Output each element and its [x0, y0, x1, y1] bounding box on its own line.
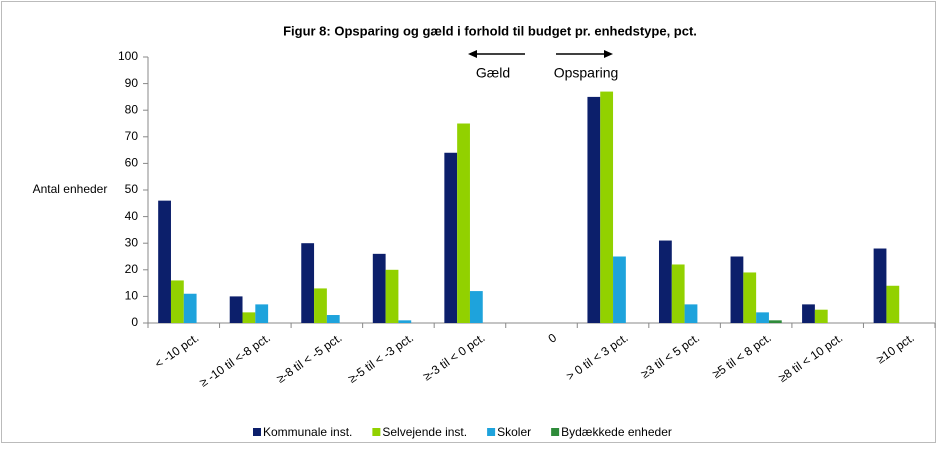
y-tick-label: 40 [125, 209, 139, 223]
y-axis-label: Antal enheder [33, 182, 108, 196]
legend-swatch [253, 428, 261, 436]
bar [170, 280, 184, 323]
bar [457, 123, 470, 323]
chart-title: Figur 8: Opsparing og gæld i forhold til… [283, 23, 697, 38]
bar [444, 152, 458, 323]
bar [768, 320, 782, 323]
legend-swatch [372, 428, 381, 436]
annotation: Gæld [476, 65, 510, 81]
bar [743, 272, 757, 323]
bar [814, 309, 828, 323]
bar [600, 91, 614, 323]
bar [684, 304, 698, 323]
legend-swatch [487, 428, 496, 436]
y-tick-label: 30 [125, 235, 139, 249]
bar [873, 248, 887, 323]
bar [398, 320, 412, 323]
y-tick-label: 80 [125, 102, 139, 116]
bar [469, 291, 483, 323]
arrow-head [468, 50, 477, 58]
bar [301, 243, 315, 323]
legend-label: Skoler [497, 425, 531, 439]
y-tick-label: 10 [125, 289, 139, 303]
bar [886, 285, 900, 323]
bar [229, 296, 243, 323]
y-tick-label: 60 [125, 156, 139, 170]
y-tick-label: 0 [131, 315, 138, 329]
bar [587, 96, 601, 324]
bar [183, 293, 197, 323]
bar [326, 315, 340, 323]
bar [158, 200, 171, 323]
annotation: Opsparing [554, 65, 619, 81]
y-tick-label: 20 [125, 262, 139, 276]
y-tick-label: 70 [125, 129, 139, 143]
y-tick-label: 100 [118, 49, 138, 63]
bar [385, 269, 399, 323]
bar [613, 256, 626, 323]
legend-label: Kommunale inst. [263, 425, 352, 439]
legend-label: Selvejende inst. [382, 425, 467, 439]
bar [255, 304, 269, 323]
bar [658, 240, 672, 323]
bar [671, 264, 685, 323]
bar [730, 256, 744, 323]
legend-swatch [551, 428, 560, 436]
y-tick-label: 90 [125, 76, 139, 90]
bar [242, 312, 256, 323]
legend-label: Bydækkede enheder [561, 425, 672, 439]
bar [372, 253, 386, 323]
bar [756, 312, 769, 323]
y-tick-label: 50 [125, 182, 139, 196]
bar [314, 288, 327, 323]
bar [802, 304, 815, 323]
arrow-head [604, 50, 613, 58]
